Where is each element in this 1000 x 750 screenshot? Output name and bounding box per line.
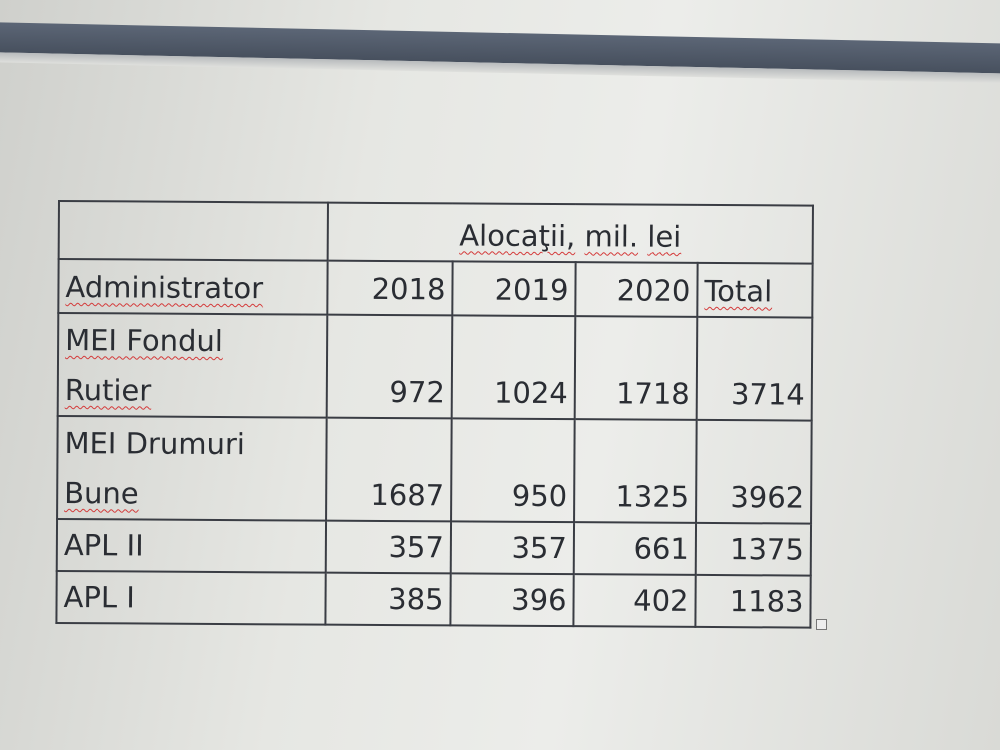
column-header-text: Administrator bbox=[65, 270, 264, 306]
column-header-total: Total bbox=[697, 262, 813, 318]
row-label-cell: MEI Drumuri Bune bbox=[57, 416, 327, 521]
row-label-line: Rutier bbox=[64, 373, 152, 408]
row-label-line: MEI Drumuri bbox=[64, 426, 245, 462]
value-cell: 1024 bbox=[451, 315, 576, 420]
value-cell: 1718 bbox=[574, 316, 698, 420]
row-label-cell: APL II bbox=[56, 519, 327, 573]
value-cell: 661 bbox=[573, 522, 697, 575]
value-cell: 357 bbox=[325, 520, 452, 574]
value-cell: 3962 bbox=[696, 419, 812, 524]
table-row: APL I 385 396 402 1183 bbox=[56, 570, 811, 628]
value-cell: 1325 bbox=[574, 419, 697, 523]
table-row: MEI Drumuri Bune 1687 950 1325 3962 bbox=[57, 416, 812, 524]
row-label-line: Bune bbox=[64, 476, 139, 511]
column-header-administrator: Administrator bbox=[58, 259, 328, 315]
empty-corner-cell bbox=[58, 201, 328, 261]
group-header-word: Alocaţii, bbox=[459, 218, 576, 254]
column-header-2018: 2018 bbox=[327, 260, 453, 316]
table-row: APL II 357 357 661 1375 bbox=[56, 519, 812, 576]
group-header-word: lei bbox=[647, 219, 682, 254]
value-cell: 396 bbox=[450, 573, 574, 627]
value-cell: 1375 bbox=[695, 522, 812, 576]
value-cell: 972 bbox=[326, 314, 453, 419]
value-cell: 385 bbox=[325, 572, 451, 626]
value-cell: 950 bbox=[451, 418, 575, 523]
column-header-2020: 2020 bbox=[575, 262, 698, 317]
table-row: MEI Fondul Rutier 972 1024 1718 3714 bbox=[57, 313, 813, 421]
value-cell: 1183 bbox=[695, 574, 811, 628]
allocations-table: Alocaţii, mil. lei Administrator 2018 20… bbox=[55, 200, 814, 629]
row-label-line: MEI Fondul bbox=[65, 323, 223, 359]
value-cell: 357 bbox=[450, 521, 575, 575]
column-header-2019: 2019 bbox=[452, 261, 576, 317]
table-header-row: Administrator 2018 2019 2020 Total bbox=[58, 259, 813, 318]
column-header-text: Total bbox=[704, 273, 773, 309]
group-header-word: mil. bbox=[584, 219, 639, 254]
row-label-cell: APL I bbox=[56, 570, 326, 625]
value-cell: 402 bbox=[573, 574, 696, 627]
table-resize-handle[interactable] bbox=[816, 619, 827, 630]
value-cell: 1687 bbox=[326, 417, 452, 522]
table-group-header-row: Alocaţii, mil. lei bbox=[58, 201, 813, 264]
value-cell: 3714 bbox=[696, 316, 813, 421]
group-header-cell: Alocaţii, mil. lei bbox=[327, 202, 813, 264]
row-label-cell: MEI Fondul Rutier bbox=[57, 313, 328, 418]
